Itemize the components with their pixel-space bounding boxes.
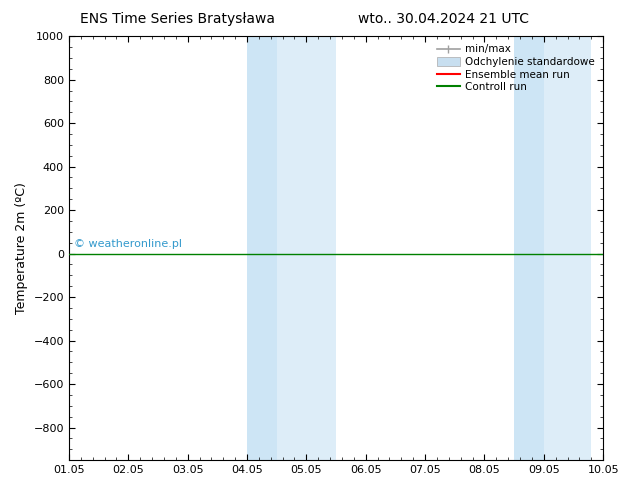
Text: ENS Time Series Bratysława: ENS Time Series Bratysława	[80, 12, 275, 26]
Bar	[276, 36, 336, 460]
Y-axis label: Temperature 2m (ºC): Temperature 2m (ºC)	[15, 182, 28, 314]
Text: wto.. 30.04.2024 21 UTC: wto.. 30.04.2024 21 UTC	[358, 12, 529, 26]
Bar	[514, 36, 544, 460]
Text: © weatheronline.pl: © weatheronline.pl	[74, 239, 182, 249]
Legend: min/max, Odchylenie standardowe, Ensemble mean run, Controll run: min/max, Odchylenie standardowe, Ensembl…	[434, 41, 598, 96]
Bar	[544, 36, 592, 460]
Bar	[247, 36, 276, 460]
